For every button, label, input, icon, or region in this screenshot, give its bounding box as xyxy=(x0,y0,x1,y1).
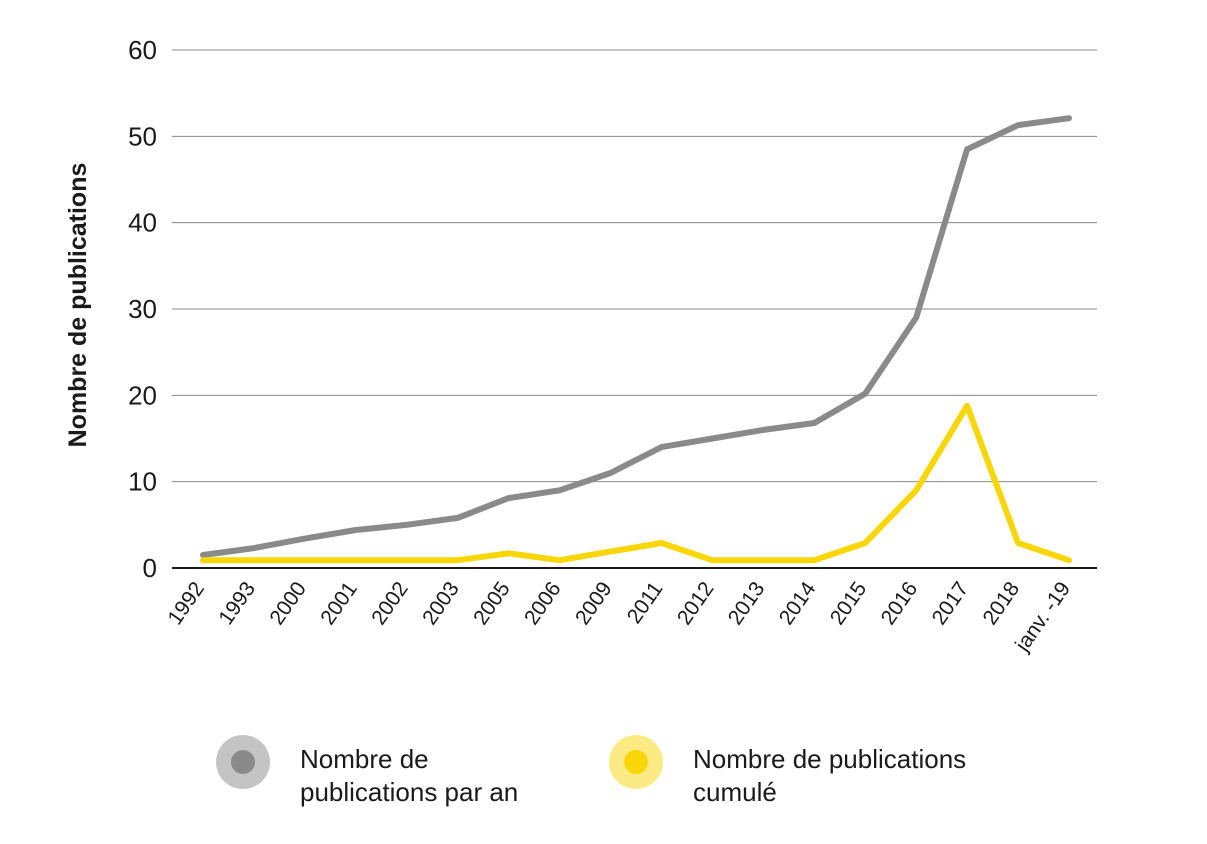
legend-swatch-yellow xyxy=(609,735,663,789)
x-tick-label: 1993 xyxy=(214,578,260,629)
x-tick-label: 2016 xyxy=(877,578,923,629)
y-tick-label: 50 xyxy=(128,121,157,151)
x-tick-label: 2014 xyxy=(775,577,821,629)
y-axis-ticks: 0 10 20 30 40 50 60 xyxy=(128,35,157,583)
legend: Nombre de publications par an Nombre de … xyxy=(216,735,1096,815)
x-tick-label: 2011 xyxy=(623,578,668,628)
x-tick-label: 2001 xyxy=(316,578,362,629)
y-tick-label: 60 xyxy=(128,35,157,65)
y-tick-label: 40 xyxy=(128,208,157,238)
x-tick-label: 2017 xyxy=(928,578,974,629)
series-line-cumulative xyxy=(200,402,1072,564)
x-tick-label: 2005 xyxy=(469,578,515,629)
x-tick-label: 2000 xyxy=(265,578,311,629)
y-axis-title: Nombre de publications xyxy=(64,163,92,448)
x-tick-label: 1992 xyxy=(163,578,209,629)
x-tick-label: 2003 xyxy=(418,578,464,629)
x-tick-label: 2006 xyxy=(520,578,566,629)
y-tick-label: 0 xyxy=(143,553,157,583)
legend-label-cumulative-line2: cumulé xyxy=(693,777,777,807)
series-line-per-year xyxy=(200,115,1072,558)
x-tick-label: 2013 xyxy=(724,578,770,629)
x-tick-label: 2018 xyxy=(979,578,1025,629)
gridlines xyxy=(172,49,1097,569)
x-tick-label: 2002 xyxy=(367,578,413,629)
x-axis-ticks: 1992 1993 2000 2001 2002 2003 2005 2006 2009 2011… xyxy=(163,577,1075,656)
legend-label-per-year-line1: Nombre de xyxy=(300,744,429,774)
legend-label-per-year: Nombre de publications par an xyxy=(300,743,600,809)
y-tick-label: 30 xyxy=(128,294,157,324)
x-tick-label: 2015 xyxy=(826,578,872,629)
legend-swatch-yellow-core xyxy=(624,750,648,774)
y-tick-label: 10 xyxy=(128,467,157,497)
legend-label-per-year-line2: publications par an xyxy=(300,777,519,807)
x-tick-label: 2012 xyxy=(673,578,719,629)
legend-label-cumulative: Nombre de publications cumulé xyxy=(693,743,993,809)
legend-label-cumulative-line1: Nombre de publications xyxy=(693,744,967,774)
y-tick-label: 20 xyxy=(128,380,157,410)
legend-swatch-gray-core xyxy=(231,750,255,774)
legend-swatch-gray xyxy=(216,735,270,789)
series-group xyxy=(200,115,1072,564)
x-tick-label: 2009 xyxy=(571,578,617,629)
